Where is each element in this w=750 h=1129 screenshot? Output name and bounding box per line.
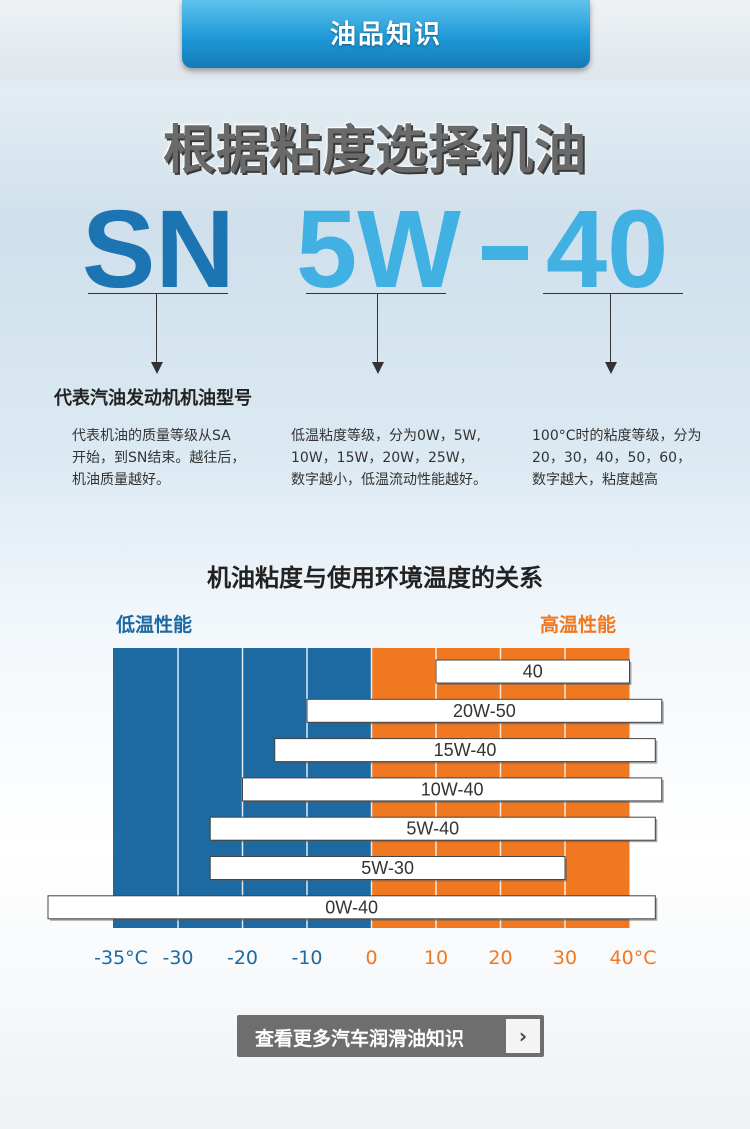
more-knowledge-button[interactable]: 查看更多汽车润滑油知识 ›: [237, 1015, 544, 1057]
x-tick-label: -35°C: [94, 947, 148, 969]
x-tick-label: -20: [227, 947, 258, 969]
viscosity-temperature-chart: 40 20W-50 15W-40 10W-40 5W-40 5W-30 0W-40 -35°C…: [47, 648, 664, 969]
x-tick-label: 10: [424, 947, 448, 969]
header-tab: 油品知识: [182, 0, 590, 68]
x-tick-label: -30: [162, 947, 193, 969]
pointer-line-low: [377, 294, 378, 362]
range-label: 10W-40: [421, 779, 484, 799]
underline-grade: [88, 293, 228, 294]
range-label: 20W-50: [453, 701, 516, 721]
range-label: 0W-40: [325, 897, 378, 917]
section-title: 机油粘度与使用环境温度的关系: [207, 564, 543, 592]
underline-high: [543, 293, 683, 294]
x-tick-label: 40°C: [610, 947, 657, 969]
range-label: 40: [523, 662, 543, 682]
high-temp-label: 高温性能: [540, 614, 617, 636]
arrow-down-icon: [151, 362, 163, 374]
grade-description: 代表机油的质量等级从SA 开始，到SN结束。越往后， 机油质量越好。: [72, 428, 246, 488]
range-bar-0W-40: [47, 895, 656, 920]
more-knowledge-label: 查看更多汽车润滑油知识: [255, 1028, 465, 1050]
grade-heading: 代表汽油发动机机油型号: [54, 388, 252, 409]
range-bar-5W-30: [209, 856, 566, 880]
code-dash: [482, 246, 528, 260]
main-title: 根据粘度选择机油: [162, 121, 587, 181]
range-bar-40: [435, 659, 630, 684]
underline-low: [306, 293, 446, 294]
code-high: 40: [546, 188, 669, 311]
x-tick-label: 20: [488, 947, 512, 969]
x-tick-label: -10: [291, 947, 322, 969]
x-tick-label: 0: [365, 947, 377, 969]
chevron-right-icon: ›: [506, 1019, 540, 1053]
code-low: 5W: [296, 188, 461, 311]
x-tick-label: 30: [553, 947, 577, 969]
range-bar-20W-50: [306, 698, 663, 723]
low-temp-label: 低温性能: [116, 614, 193, 636]
arrow-down-icon: [605, 362, 617, 374]
range-bar-15W-40: [274, 738, 656, 763]
header-title: 油品知识: [329, 20, 442, 50]
high-description: 100°C时的粘度等级，分为 20，30，40，50，60， 数字越大，粘度越高: [532, 428, 702, 488]
code-grade: SN: [82, 188, 235, 311]
low-description: 低温粘度等级，分为0W，5W, 10W，15W，20W，25W， 数字越小，低温…: [291, 428, 487, 488]
range-bar-5W-40: [209, 816, 656, 841]
range-label: 15W-40: [434, 740, 497, 760]
pointer-line-grade: [156, 294, 157, 362]
pointer-line-high: [610, 294, 611, 362]
arrow-down-icon: [372, 362, 384, 374]
range-label: 5W-40: [406, 819, 459, 839]
range-bar-10W-40: [242, 777, 663, 802]
range-label: 5W-30: [361, 858, 414, 878]
